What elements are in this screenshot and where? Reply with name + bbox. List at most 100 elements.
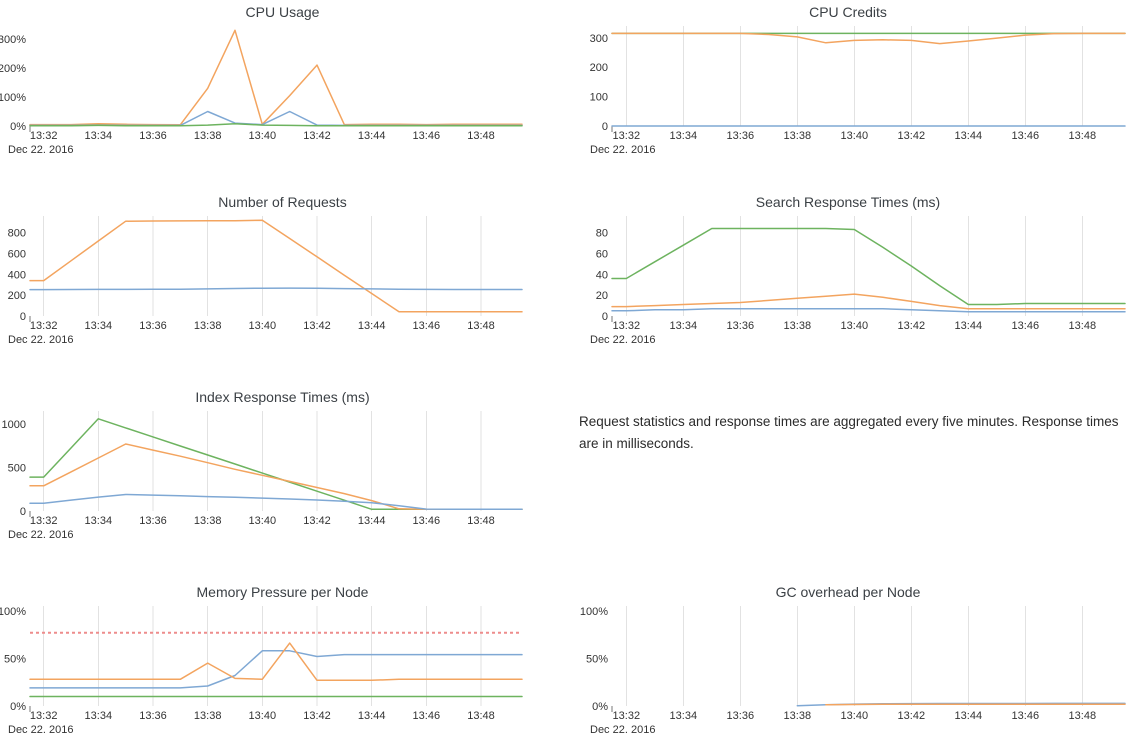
x-tick-label: 13:34 [670, 710, 698, 722]
y-tick-label: 0 [20, 506, 26, 518]
x-tick-label: 13:40 [841, 130, 869, 142]
y-tick-label: 0 [602, 121, 608, 133]
x-tick-label: 13:42 [898, 320, 926, 332]
cpu-credits-svg: 0 100 200 300 13:32 13:34 13:36 13:38 13:40 13:42… [590, 26, 1126, 156]
x-tick-label: 13:40 [249, 130, 277, 142]
search-response-times-svg: 0 20 40 60 80 13:32 13:34 13:36 13:38 13:40 13:42 1… [590, 216, 1126, 346]
gc-overhead-title: GC overhead per Node [775, 584, 921, 600]
x-tick-label: 13:38 [784, 320, 812, 332]
cpu-credits-chart: CPU Credits 0 100 200 300 13:32 13:34 13:36 13:… [565, 0, 1131, 190]
date-label: Dec 22. 2016 [8, 529, 73, 541]
date-label: Dec 22. 2016 [8, 334, 73, 346]
index-response-times-series-blue [29, 493, 523, 511]
aggregation-note-text: Request statistics and response times ar… [579, 414, 1119, 451]
memory-pressure-plot: 0% 50% 100% 13:32 13:34 13:36 13:38 13:40 13:42 1… [0, 602, 565, 736]
y-tick-label: 0 [20, 311, 26, 323]
y-tick-label: 800 [8, 228, 26, 240]
x-tick-label: 13:36 [727, 130, 755, 142]
cpu-usage-chart: CPU Usage 0% 100% 200% 300% 13:32 13:34 13:36 1… [0, 0, 565, 190]
y-tick-label: 80 [596, 228, 608, 240]
x-tick-label: 13:36 [139, 320, 167, 332]
x-tick-label: 13:42 [303, 320, 331, 332]
gc-overhead-per-node-series-orange [825, 703, 1126, 706]
y-tick-label: 400 [8, 269, 26, 281]
index-response-times-svg: 0 500 1000 13:32 13:34 13:36 13:38 13:40 13:42 13… [2, 411, 523, 541]
date-label: Dec 22. 2016 [590, 144, 655, 156]
x-tick-label: 13:42 [303, 515, 331, 527]
x-tick-label: 13:34 [670, 130, 698, 142]
x-tick-label: 13:40 [841, 320, 869, 332]
memory-pressure-per-node-series-orange [29, 642, 523, 682]
x-tick-label: 13:38 [194, 320, 222, 332]
y-tick-label: 100% [0, 606, 26, 618]
x-tick-label: 13:38 [194, 515, 222, 527]
search-response-times-series-green [611, 227, 1126, 306]
x-tick-label: 13:46 [413, 515, 441, 527]
y-tick-label: 1000 [2, 419, 26, 431]
x-tick-label: 13:48 [467, 320, 495, 332]
memory-pressure-title: Memory Pressure per Node [196, 584, 369, 600]
search-response-times-chart: Search Response Times (ms) 0 20 40 60 80 13:3… [565, 190, 1131, 385]
x-tick-label: 13:40 [841, 710, 869, 722]
cpu-credits-title: CPU Credits [809, 4, 887, 20]
x-tick-label: 13:48 [1069, 710, 1097, 722]
x-tick-label: 13:38 [784, 710, 812, 722]
x-tick-label: 13:42 [303, 710, 331, 722]
x-tick-label: 13:36 [139, 130, 167, 142]
date-label: Dec 22. 2016 [8, 724, 73, 736]
x-tick-label: 13:42 [898, 710, 926, 722]
y-tick-label: 100 [590, 92, 608, 104]
gc-overhead-chart: GC overhead per Node 0% 50% 100% 13:32 13:34… [565, 580, 1131, 741]
x-tick-label: 13:38 [194, 130, 222, 142]
x-tick-label: 13:36 [727, 710, 755, 722]
x-tick-label: 13:32 [30, 710, 58, 722]
x-tick-label: 13:34 [85, 130, 113, 142]
number-of-requests-svg: 0 200 400 600 800 13:32 13:34 13:36 13:38 13:40 13… [8, 216, 523, 346]
y-tick-label: 500 [8, 463, 26, 475]
x-tick-label: 13:34 [85, 515, 113, 527]
number-of-requests-chart: Number of Requests 0 200 400 600 800 13:32 13:… [0, 190, 565, 385]
x-tick-label: 13:36 [727, 320, 755, 332]
y-tick-label: 300 [590, 33, 608, 45]
x-tick-label: 13:46 [1012, 320, 1040, 332]
gc-overhead-per-node-svg: 0% 50% 100% 13:32 13:34 13:36 13:38 13:40 13:42 1… [580, 606, 1126, 736]
cpu-credits-series-orange [611, 32, 1126, 45]
x-tick-label: 13:46 [413, 710, 441, 722]
x-tick-label: 13:48 [467, 710, 495, 722]
x-tick-label: 13:32 [30, 515, 58, 527]
x-tick-label: 13:32 [613, 710, 641, 722]
aggregation-note: Request statistics and response times ar… [565, 385, 1131, 580]
date-label: Dec 22. 2016 [590, 334, 655, 346]
x-tick-label: 13:44 [358, 320, 386, 332]
cpu-credits-plot: 0 100 200 300 13:32 13:34 13:36 13:38 13:40 13:42… [565, 22, 1131, 156]
x-tick-label: 13:46 [413, 320, 441, 332]
x-tick-label: 13:46 [413, 130, 441, 142]
y-tick-label: 600 [8, 249, 26, 261]
cpu-usage-plot: 0% 100% 200% 300% 13:32 13:34 13:36 13:38 13:40 1… [0, 22, 565, 156]
x-tick-label: 13:34 [670, 320, 698, 332]
number-of-requests-series-blue [29, 287, 523, 291]
number-of-requests-plot: 0 200 400 600 800 13:32 13:34 13:36 13:38 13:40 13… [0, 212, 565, 346]
y-tick-label: 100% [0, 92, 26, 104]
x-tick-label: 13:32 [613, 320, 641, 332]
x-tick-label: 13:48 [467, 130, 495, 142]
x-tick-label: 13:48 [467, 515, 495, 527]
x-tick-label: 13:32 [30, 130, 58, 142]
x-tick-label: 13:32 [613, 130, 641, 142]
x-tick-label: 13:44 [955, 320, 983, 332]
y-tick-label: 0% [10, 701, 26, 713]
x-tick-label: 13:44 [358, 515, 386, 527]
gc-overhead-plot: 0% 50% 100% 13:32 13:34 13:36 13:38 13:40 13:42 1… [565, 602, 1131, 736]
y-tick-label: 200 [590, 62, 608, 74]
index-response-times-title: Index Response Times (ms) [195, 389, 370, 405]
y-tick-label: 0% [10, 121, 26, 133]
y-tick-label: 100% [580, 606, 608, 618]
index-response-times-series-orange [29, 443, 523, 511]
y-tick-label: 200 [8, 290, 26, 302]
search-response-times-series-blue [611, 307, 1126, 313]
x-tick-label: 13:40 [249, 320, 277, 332]
y-tick-label: 20 [596, 290, 608, 302]
x-tick-label: 13:38 [194, 710, 222, 722]
cpu-usage-series-orange [29, 29, 523, 126]
